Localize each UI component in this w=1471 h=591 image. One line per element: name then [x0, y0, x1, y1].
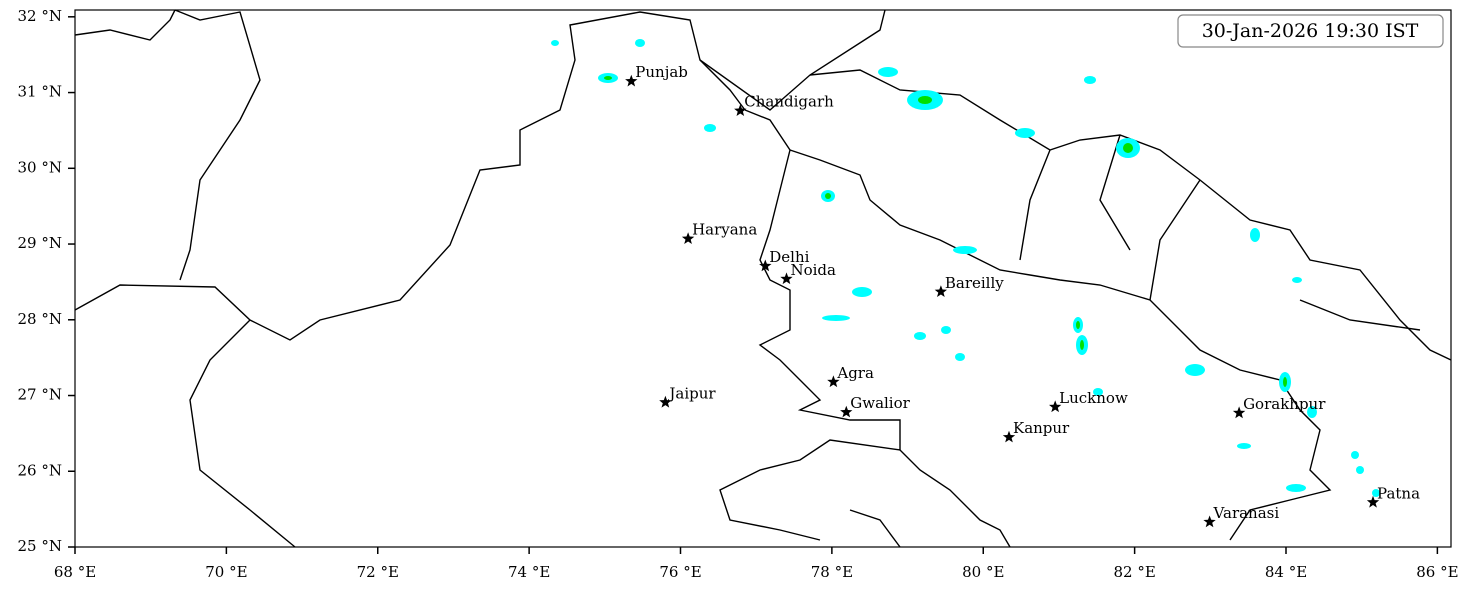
title-box: [1177, 14, 1444, 48]
city-label: Punjab: [635, 63, 688, 81]
city-label: Varanasi: [1213, 504, 1280, 522]
city-marker: [625, 74, 638, 87]
city-marker: [734, 104, 747, 116]
borders: [74, 9, 1452, 548]
city-marker: [1232, 406, 1246, 419]
city-label: Gwalior: [850, 394, 910, 412]
city-label: Lucknow: [1059, 389, 1128, 407]
x-tick-label: 70 °E: [205, 563, 247, 581]
city-label: Kanpur: [1013, 419, 1070, 437]
y-tick-label: 30 °N: [18, 158, 62, 176]
city-label: Haryana: [692, 221, 757, 239]
city-marker: [659, 395, 672, 408]
city-label: Jaipur: [667, 384, 716, 402]
city-marker: [827, 375, 840, 388]
city-marker: [1002, 430, 1016, 443]
x-tick-label: 72 °E: [357, 563, 399, 581]
y-tick-label: 32 °N: [18, 7, 62, 25]
city-marker: [934, 285, 947, 297]
x-tick-label: 84 °E: [1265, 563, 1307, 581]
y-tick-label: 26 °N: [18, 461, 62, 479]
x-tick-label: 80 °E: [962, 563, 1004, 581]
city-label: Patna: [1377, 484, 1420, 502]
map-frame: [74, 9, 1452, 548]
city-marker: [759, 259, 772, 272]
y-tick-label: 27 °N: [18, 386, 62, 404]
y-tick-label: 31 °N: [18, 83, 62, 101]
city-label: Noida: [790, 261, 836, 279]
layer: 68 °E 70 °E 72 °E 74 °E 76 °E 78 °E 80 °E 82 °E…: [18, 7, 1459, 581]
x-tick-label: 78 °E: [811, 563, 853, 581]
city-marker: [1366, 495, 1380, 508]
city-marker: [1049, 400, 1062, 413]
map-title: 30-Jan-2026 19:30 IST: [1202, 20, 1419, 42]
city-label: Agra: [836, 364, 874, 382]
city-marker: [780, 272, 793, 285]
city-label: Gorakhpur: [1243, 395, 1326, 413]
y-tick-label: 25 °N: [18, 537, 62, 555]
city-label: Delhi: [769, 248, 809, 266]
y-tick-label: 29 °N: [18, 234, 62, 252]
city-label: Bareilly: [945, 274, 1004, 292]
city-marker: [1203, 515, 1216, 528]
x-tick-label: 74 °E: [508, 563, 550, 581]
x-tick-label: 86 °E: [1416, 563, 1458, 581]
x-tick-label: 68 °E: [54, 563, 96, 581]
city-marker: [681, 232, 695, 244]
precipitation: [551, 39, 1380, 497]
y-tick-label: 28 °N: [18, 310, 62, 328]
city-marker: [840, 405, 853, 418]
x-tick-label: 76 °E: [659, 563, 701, 581]
x-tick-label: 82 °E: [1113, 563, 1155, 581]
city-label: Chandigarh: [744, 93, 834, 111]
